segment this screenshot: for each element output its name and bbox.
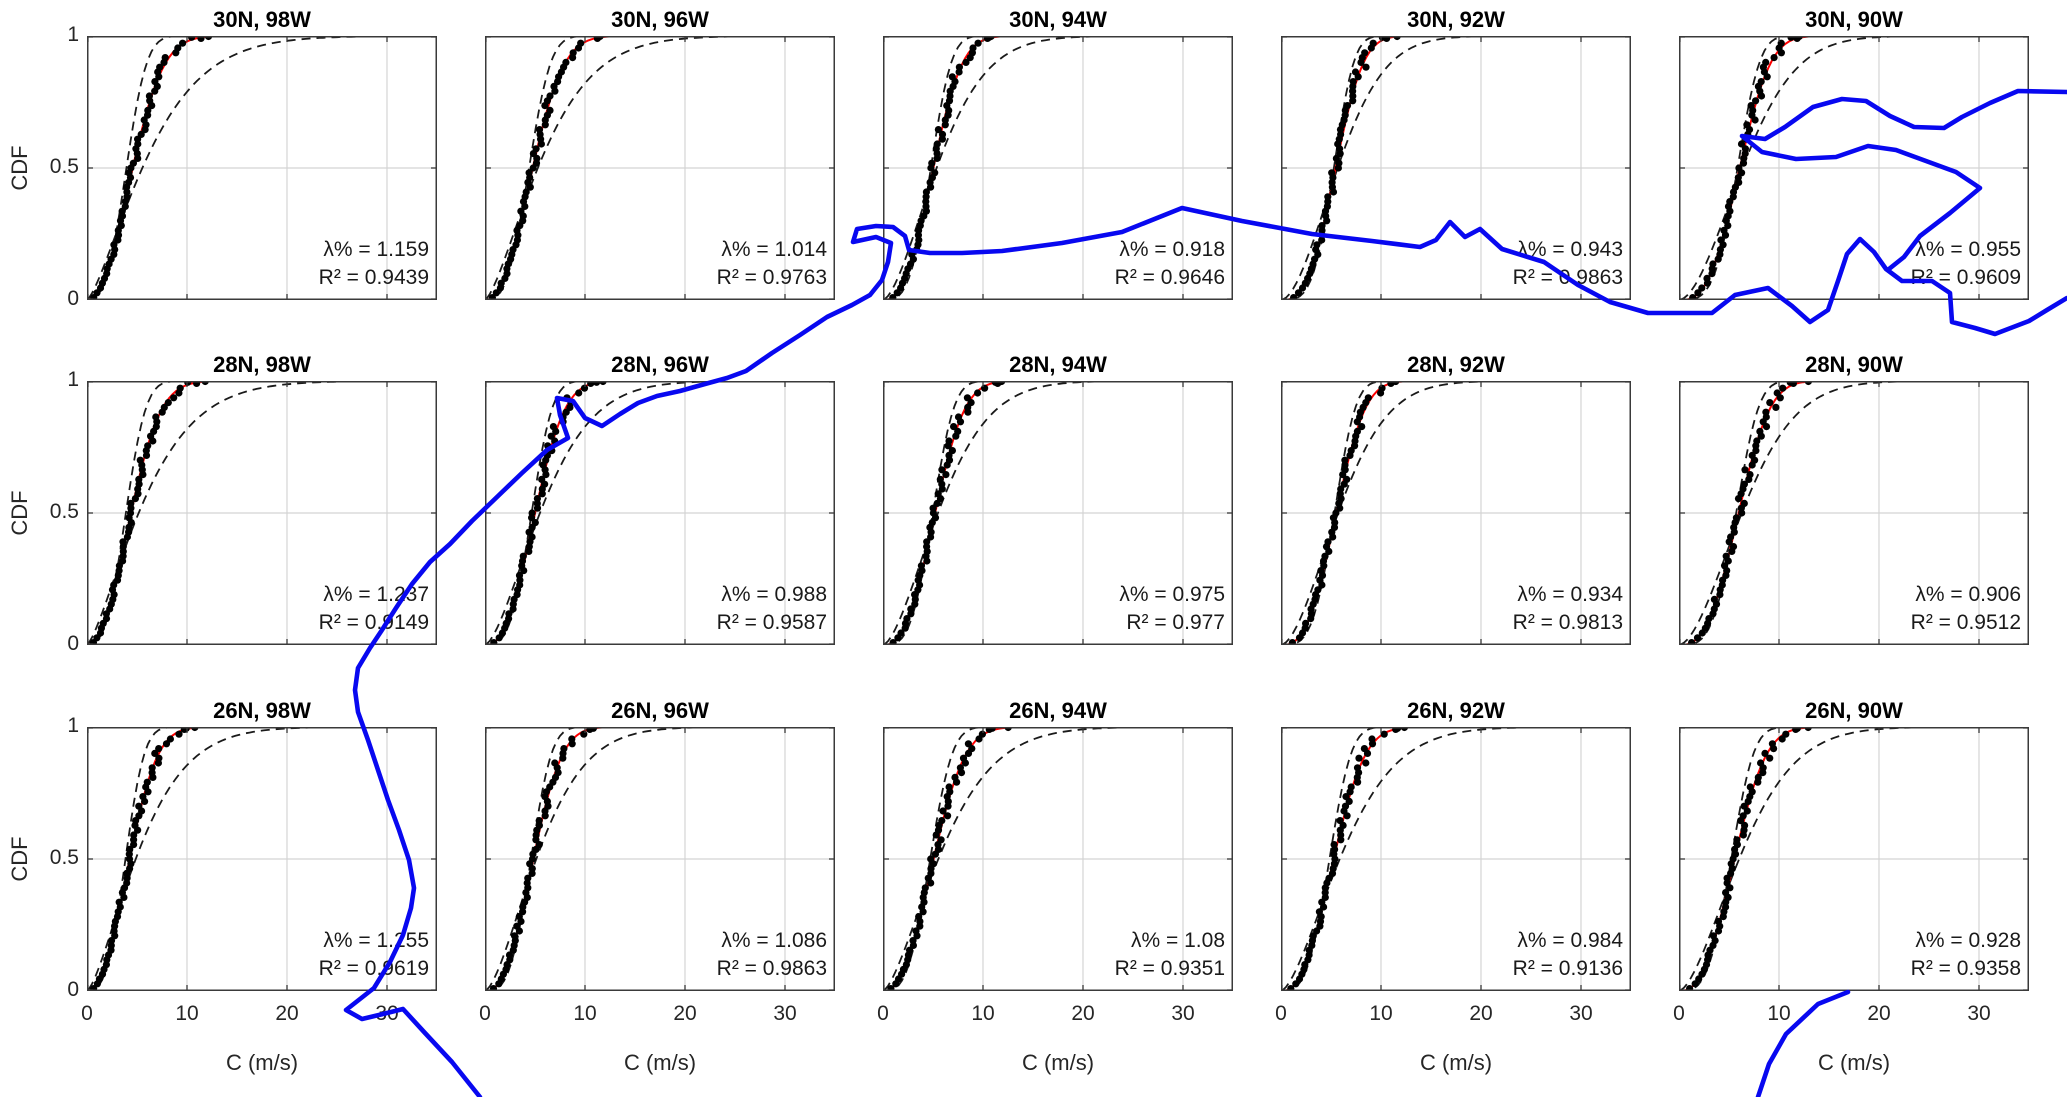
x-tick-label: 0: [1673, 1002, 1685, 1025]
subplot-title: 30N, 96W: [611, 7, 709, 32]
lambda-annotation: λ% = 1.086: [721, 929, 827, 952]
fit-annotation: λ% = 0.928 R² = 0.9358: [1689, 927, 2021, 983]
y-axis-label: CDF: [7, 836, 32, 882]
subplot-title: 26N, 94W: [1009, 698, 1107, 723]
subplot-title: 26N, 92W: [1407, 698, 1505, 723]
lambda-annotation: λ% = 0.934: [1517, 583, 1623, 606]
y-axis-label: CDF: [7, 490, 32, 536]
r-squared-annotation: R² = 0.977: [1126, 611, 1225, 634]
fit-annotation: λ% = 0.984 R² = 0.9136: [1291, 927, 1623, 983]
y-tick-label: 0: [67, 978, 79, 1001]
lambda-annotation: λ% = 0.928: [1915, 929, 2021, 952]
x-axis-label: C (m/s): [225, 1050, 299, 1075]
x-tick-label: 30: [1569, 1002, 1593, 1025]
fit-annotation: λ% = 1.086 R² = 0.9863: [495, 927, 827, 983]
x-tick-label: 10: [573, 1002, 597, 1025]
y-tick-label: 0.5: [49, 500, 79, 523]
lambda-annotation: λ% = 1.255: [323, 929, 429, 952]
lambda-annotation: λ% = 1.014: [721, 238, 827, 261]
x-tick-label: 10: [1369, 1002, 1393, 1025]
r-squared-annotation: R² = 0.9587: [716, 611, 827, 634]
x-tick-label: 30: [773, 1002, 797, 1025]
x-tick-label: 10: [971, 1002, 995, 1025]
r-squared-annotation: R² = 0.9439: [318, 266, 429, 289]
fit-annotation: λ% = 1.159 R² = 0.9439: [97, 236, 429, 292]
r-squared-annotation: R² = 0.9136: [1512, 957, 1623, 980]
x-tick-label: 20: [1469, 1002, 1493, 1025]
lambda-annotation: λ% = 0.906: [1915, 583, 2021, 606]
subplot-title: 30N, 90W: [1805, 7, 1903, 32]
fit-annotation: λ% = 0.943 R² = 0.9863: [1291, 236, 1623, 292]
x-tick-label: 0: [877, 1002, 889, 1025]
r-squared-annotation: R² = 0.9863: [716, 957, 827, 980]
r-squared-annotation: R² = 0.9763: [716, 266, 827, 289]
subplot-title: 28N, 90W: [1805, 352, 1903, 377]
r-squared-annotation: R² = 0.9351: [1114, 957, 1225, 980]
x-tick-label: 10: [1767, 1002, 1791, 1025]
r-squared-annotation: R² = 0.9512: [1910, 611, 2021, 634]
x-tick-label: 0: [81, 1002, 93, 1025]
subplot-title: 28N, 92W: [1407, 352, 1505, 377]
lambda-annotation: λ% = 0.975: [1119, 583, 1225, 606]
x-tick-label: 20: [275, 1002, 299, 1025]
subplot-title: 28N, 98W: [213, 352, 311, 377]
fit-annotation: λ% = 0.918 R² = 0.9646: [893, 236, 1225, 292]
lambda-annotation: λ% = 0.988: [721, 583, 827, 606]
y-tick-label: 1: [67, 23, 79, 46]
r-squared-annotation: R² = 0.9619: [318, 957, 429, 980]
r-squared-annotation: R² = 0.9609: [1910, 266, 2021, 289]
fit-annotation: λ% = 0.934 R² = 0.9813: [1291, 581, 1623, 637]
x-tick-label: 20: [673, 1002, 697, 1025]
x-axis-label: C (m/s): [1817, 1050, 1891, 1075]
fit-annotation: λ% = 1.237 R² = 0.9149: [97, 581, 429, 637]
r-squared-annotation: R² = 0.9813: [1512, 611, 1623, 634]
x-tick-label: 20: [1867, 1002, 1891, 1025]
subplot-title: 30N, 98W: [213, 7, 311, 32]
x-tick-label: 0: [1275, 1002, 1287, 1025]
subplot-title: 26N, 98W: [213, 698, 311, 723]
r-squared-annotation: R² = 0.9646: [1114, 266, 1225, 289]
x-axis-label: C (m/s): [1021, 1050, 1095, 1075]
x-tick-label: 30: [375, 1002, 399, 1025]
lambda-annotation: λ% = 1.08: [1131, 929, 1225, 952]
y-axis-label: CDF: [7, 145, 32, 191]
x-tick-label: 30: [1171, 1002, 1195, 1025]
subplot-title: 26N, 96W: [611, 698, 709, 723]
y-tick-label: 1: [67, 368, 79, 391]
lambda-annotation: λ% = 0.955: [1915, 238, 2021, 261]
subplot-title: 28N, 96W: [611, 352, 709, 377]
y-tick-label: 0.5: [49, 155, 79, 178]
r-squared-annotation: R² = 0.9149: [318, 611, 429, 634]
x-axis-label: C (m/s): [1419, 1050, 1493, 1075]
subplot-title: 28N, 94W: [1009, 352, 1107, 377]
lambda-annotation: λ% = 0.984: [1517, 929, 1623, 952]
subplot-title: 26N, 90W: [1805, 698, 1903, 723]
lambda-annotation: λ% = 1.237: [323, 583, 429, 606]
x-tick-label: 20: [1071, 1002, 1095, 1025]
y-tick-label: 0: [67, 632, 79, 655]
x-tick-label: 0: [479, 1002, 491, 1025]
subplot-title: 30N, 94W: [1009, 7, 1107, 32]
subplot-title: 30N, 92W: [1407, 7, 1505, 32]
x-axis-label: C (m/s): [623, 1050, 697, 1075]
x-tick-label: 10: [175, 1002, 199, 1025]
cdf-plot-30N-98W: [87, 36, 437, 300]
lambda-annotation: λ% = 0.943: [1517, 238, 1623, 261]
fit-annotation: λ% = 1.08 R² = 0.9351: [893, 927, 1225, 983]
y-tick-label: 0.5: [49, 846, 79, 869]
x-tick-label: 30: [1967, 1002, 1991, 1025]
y-tick-label: 0: [67, 287, 79, 310]
fit-annotation: λ% = 0.975 R² = 0.977: [893, 581, 1225, 637]
fit-annotation: λ% = 1.255 R² = 0.9619: [97, 927, 429, 983]
r-squared-annotation: R² = 0.9358: [1910, 957, 2021, 980]
lambda-annotation: λ% = 0.918: [1119, 238, 1225, 261]
fit-annotation: λ% = 0.988 R² = 0.9587: [495, 581, 827, 637]
fit-annotation: λ% = 0.906 R² = 0.9512: [1689, 581, 2021, 637]
r-squared-annotation: R² = 0.9863: [1512, 266, 1623, 289]
lambda-annotation: λ% = 1.159: [323, 238, 429, 261]
fit-annotation: λ% = 1.014 R² = 0.9763: [495, 236, 827, 292]
y-tick-label: 1: [67, 714, 79, 737]
fit-annotation: λ% = 0.955 R² = 0.9609: [1689, 236, 2021, 292]
